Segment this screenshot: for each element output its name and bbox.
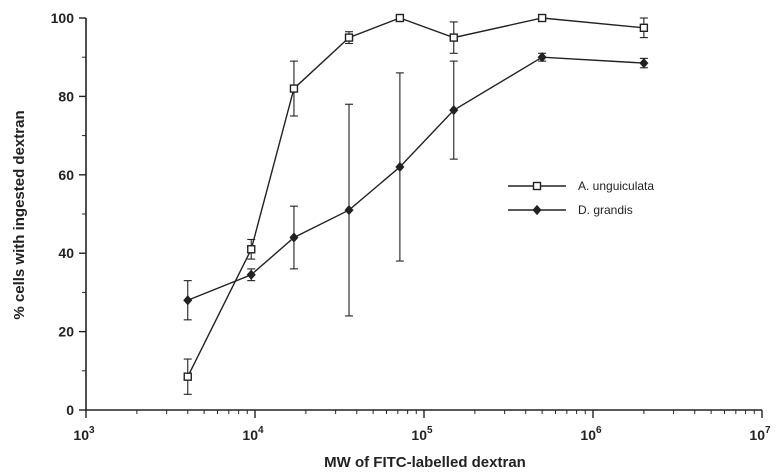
y-tick-label: 40 (58, 245, 74, 261)
data-point-square (183, 372, 192, 381)
data-point-square (532, 181, 542, 191)
x-tick-label-exponent: 3 (89, 425, 95, 436)
data-point-diamond (639, 57, 649, 69)
x-axis-title: MW of FITC-labelled dextran (324, 454, 526, 471)
series-a-unguiculata (183, 13, 649, 395)
data-point-diamond (183, 295, 193, 306)
data-point-diamond (289, 232, 299, 243)
x-tick-label-exponent: 6 (596, 425, 602, 436)
legend: A. unguiculata D. grandis (508, 179, 654, 217)
data-point-square (537, 13, 547, 23)
data-point-diamond (532, 204, 542, 216)
legend-label: A. unguiculata (578, 179, 654, 193)
x-tick-label-base: 10 (749, 427, 765, 443)
y-tick-label: 20 (58, 324, 74, 340)
x-tick-label: 103 (73, 425, 95, 443)
y-axis-ticks: 0 20 40 60 80 100 (51, 10, 86, 418)
data-point-diamond (537, 52, 547, 63)
y-axis-title: % cells with ingested dextran (11, 110, 28, 319)
data-point-square (395, 13, 405, 23)
x-tick-label-exponent: 7 (765, 425, 771, 436)
series-layer (183, 13, 649, 395)
series-line (187, 56, 644, 301)
y-tick-label: 0 (66, 402, 74, 418)
x-tick-label: 106 (580, 425, 602, 443)
chart-axes (85, 18, 762, 411)
data-point-square (289, 84, 299, 93)
y-tick-label: 100 (51, 10, 75, 26)
x-tick-label-base: 10 (411, 427, 427, 443)
series-line (187, 17, 644, 377)
y-tick-label: 80 (58, 88, 74, 104)
data-point-square (344, 33, 354, 42)
data-point-diamond (395, 161, 405, 173)
x-tick-label: 104 (242, 425, 264, 443)
x-tick-label: 105 (411, 425, 433, 443)
x-tick-label-base: 10 (73, 427, 89, 443)
legend-label: D. grandis (578, 203, 633, 217)
x-tick-label-base: 10 (580, 427, 596, 443)
x-tick-label-base: 10 (242, 427, 258, 443)
y-tick-label: 60 (58, 167, 74, 183)
x-tick-label: 107 (749, 425, 771, 443)
data-point-diamond (344, 204, 354, 216)
x-axis-ticks: 103 104 105 106 107 (73, 410, 771, 443)
data-point-square (449, 33, 458, 42)
data-point-square (247, 245, 256, 254)
x-tick-label-exponent: 5 (427, 425, 433, 436)
x-tick-label-exponent: 4 (258, 425, 264, 436)
data-point-square (639, 23, 649, 32)
series-d-grandis (183, 52, 649, 321)
data-point-diamond (246, 269, 256, 280)
data-point-diamond (449, 105, 459, 116)
